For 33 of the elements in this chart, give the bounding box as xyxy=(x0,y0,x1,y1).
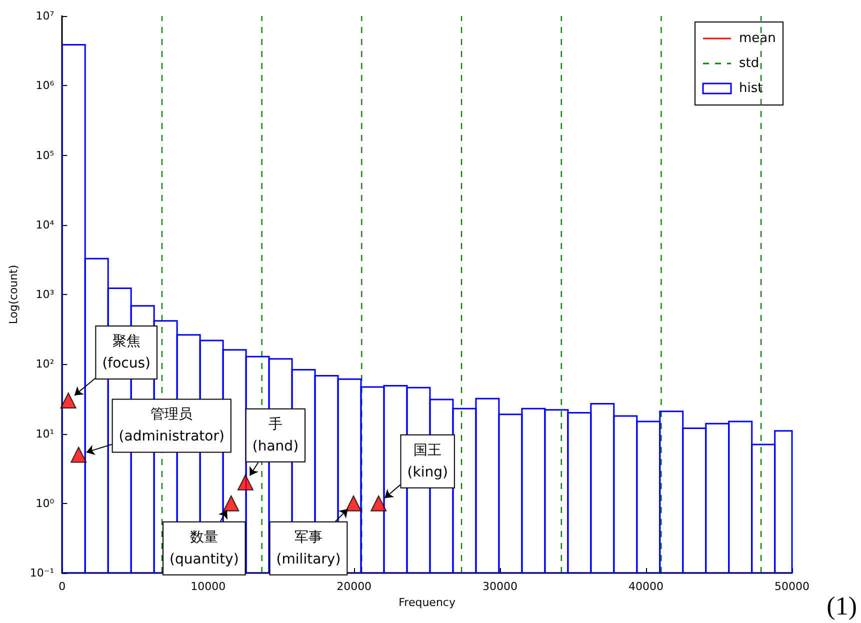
y-tick-label: 10⁷ xyxy=(36,10,54,22)
x-tick-label: 50000 xyxy=(774,580,810,593)
y-tick-label: 10⁰ xyxy=(36,496,55,510)
y-tick-label: 10⁴ xyxy=(36,218,55,232)
annotation: 数量 (quantity) xyxy=(170,529,239,568)
x-axis-title: Frequency xyxy=(398,596,456,609)
y-tick-label: 10⁻¹ xyxy=(30,566,54,580)
y-tick-label: 10⁵ xyxy=(36,148,54,162)
legend-label: mean xyxy=(739,31,776,46)
point xyxy=(60,392,76,409)
annotation: 手 (hand) xyxy=(252,416,299,454)
point xyxy=(345,495,362,512)
annotation: 军事 (military) xyxy=(276,529,341,568)
text: (1) xyxy=(826,592,858,620)
y-tick-label: 10¹ xyxy=(36,427,54,440)
point xyxy=(370,495,387,512)
x-tick-label: 20000 xyxy=(336,580,372,593)
legend-label: std xyxy=(739,56,760,71)
y-tick-label: 10³ xyxy=(36,288,54,301)
x-tick-label: 40000 xyxy=(628,580,664,593)
x-tick-label: 30000 xyxy=(482,580,518,593)
annotation: 聚焦 (focus) xyxy=(102,334,150,372)
y-axis-title: Log(count) xyxy=(7,264,20,324)
point xyxy=(237,474,254,490)
point xyxy=(223,495,240,512)
x-tick-label: 10000 xyxy=(190,580,226,593)
annotation: 国王 (king) xyxy=(407,442,448,480)
x-tick-label: 0 xyxy=(58,580,66,593)
point xyxy=(70,446,87,463)
y-tick-label: 10⁶ xyxy=(36,79,55,92)
y-tick-label: 10² xyxy=(36,358,54,371)
annotation: 管理员 (administrator) xyxy=(118,406,224,445)
legend-label: hist xyxy=(739,81,763,96)
